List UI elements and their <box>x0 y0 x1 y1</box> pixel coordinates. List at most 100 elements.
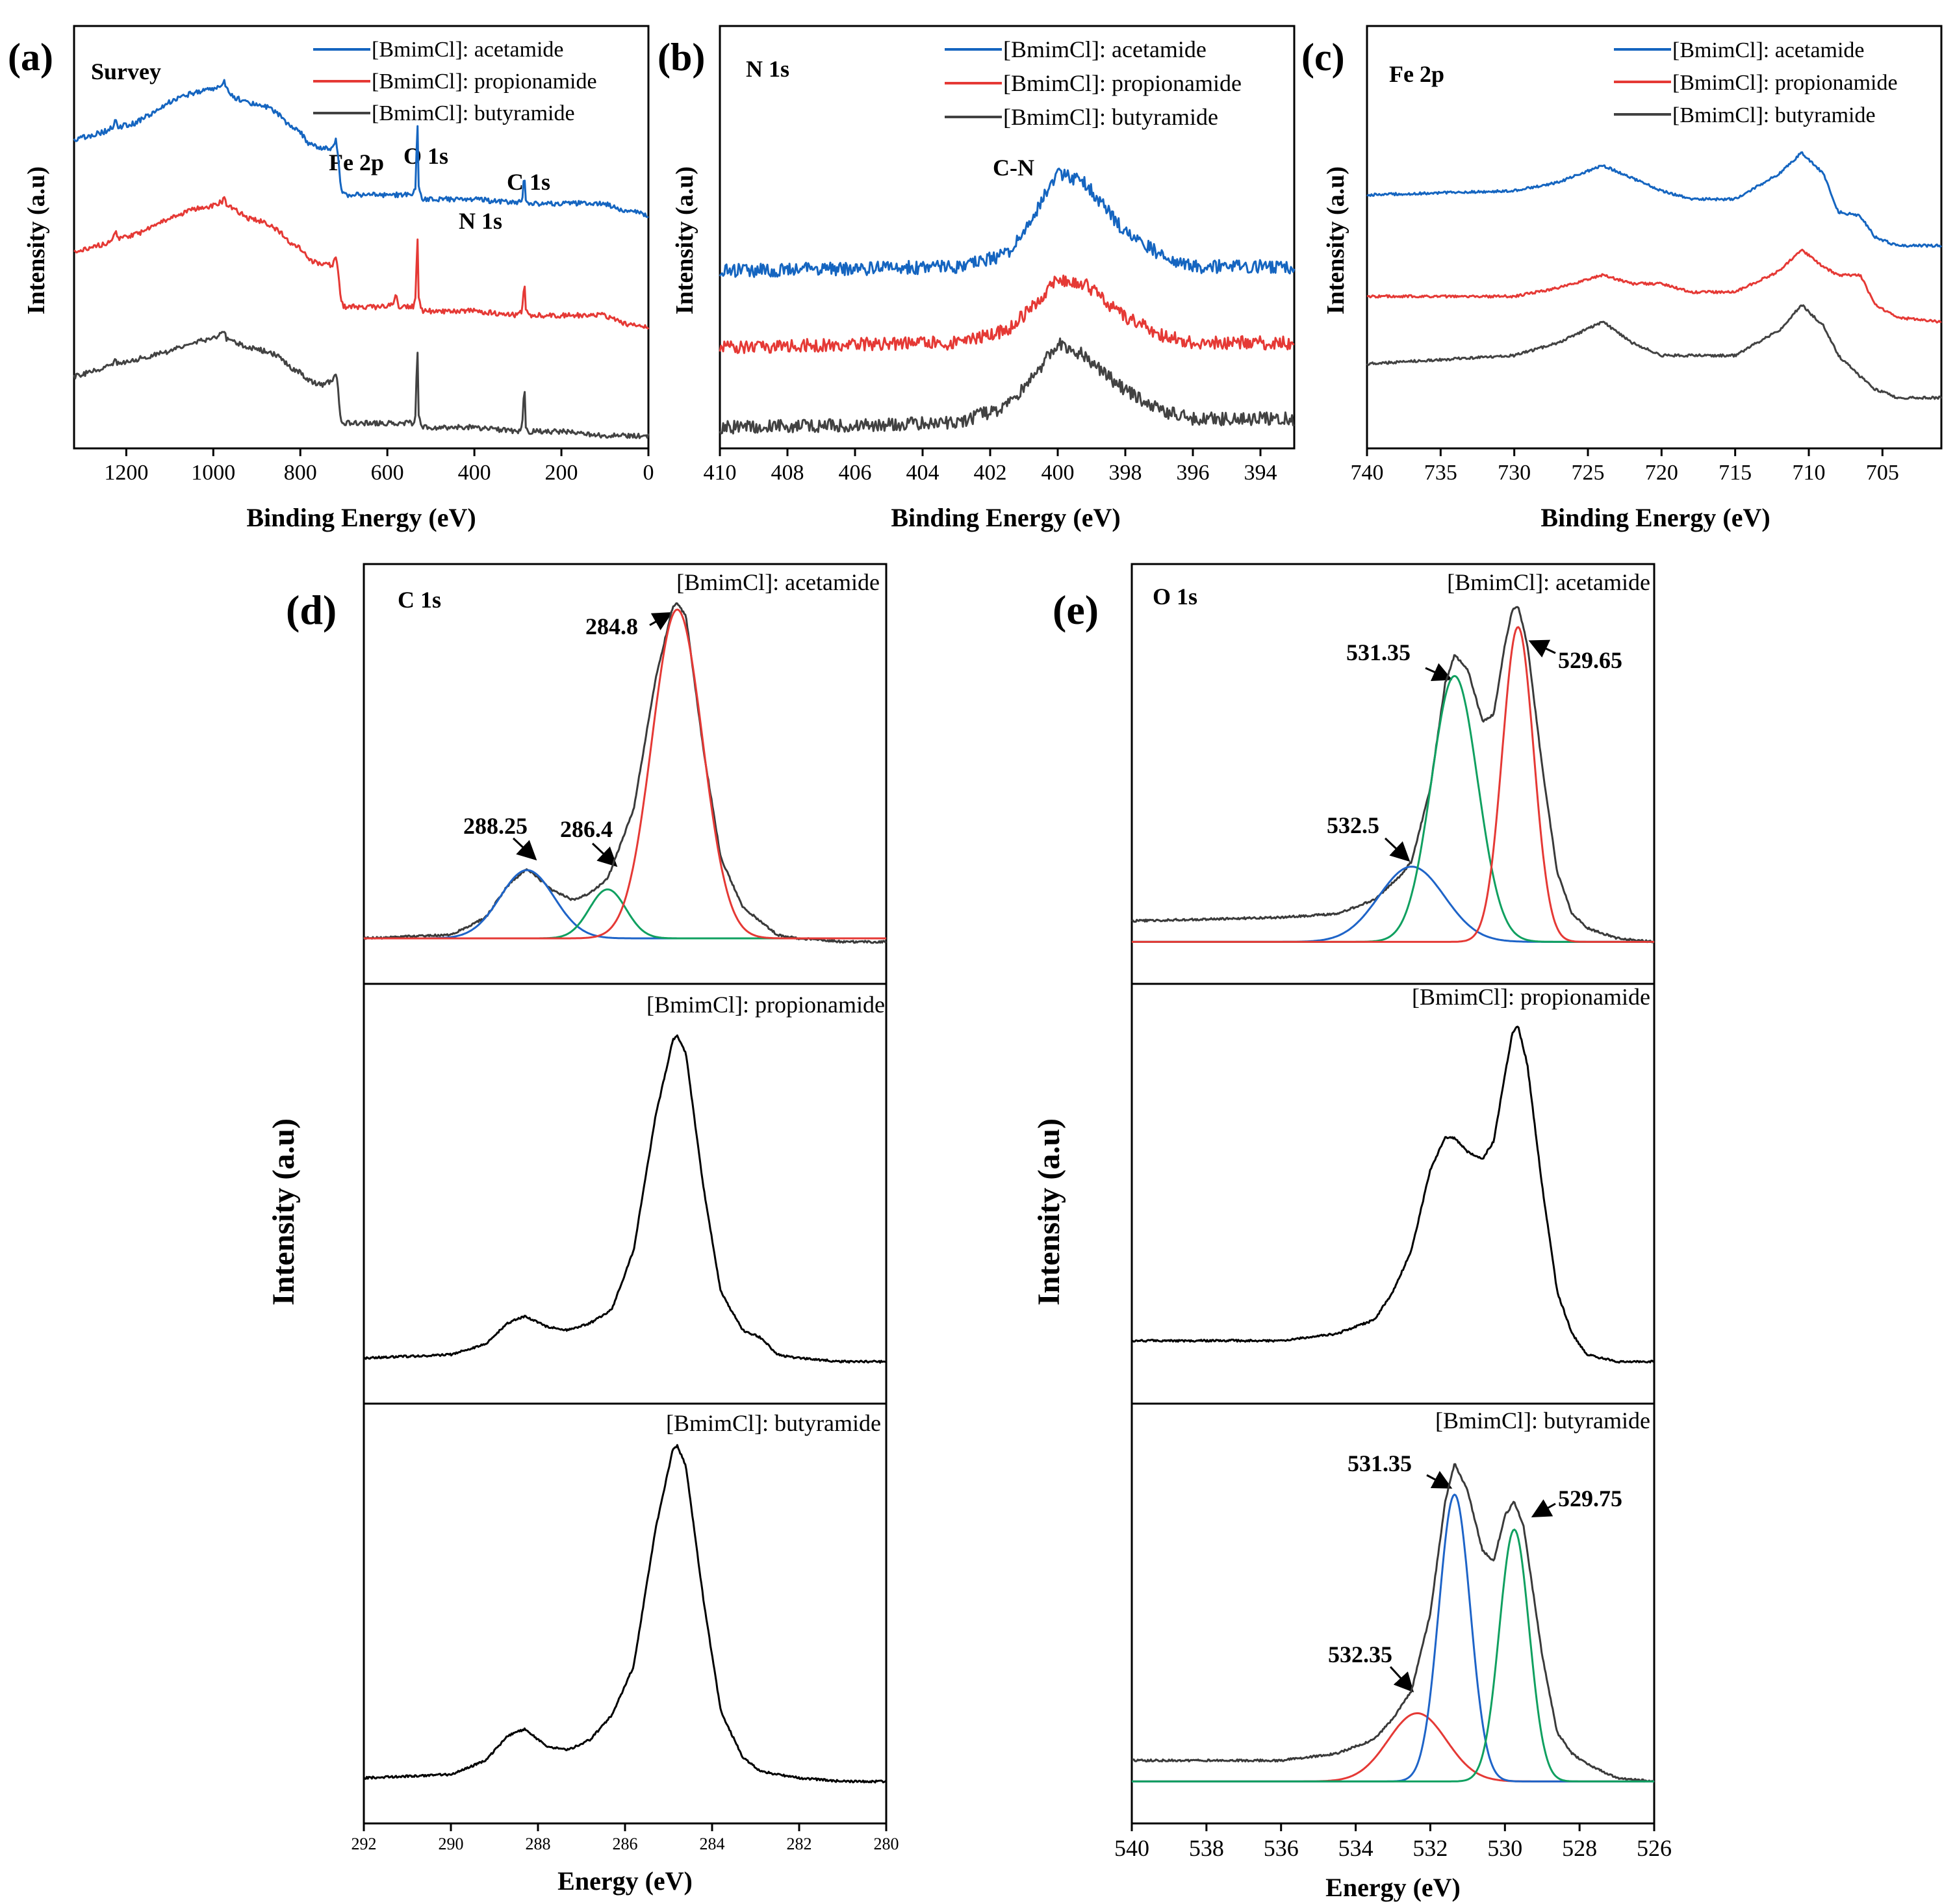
panel-e-x-tick-label-1: 538 <box>1189 1835 1224 1861</box>
panel-d-subplot-label-propionamide: [BmimCl]: propionamide <box>646 992 885 1018</box>
panel-d-x-axis-label: Energy (eV) <box>557 1866 693 1896</box>
panel-a-o1s-annotation: O 1s <box>403 143 448 169</box>
panel-a-series-acetamide <box>73 79 649 219</box>
arrow-e-531-35-bottom <box>1426 1471 1453 1489</box>
panel-c-x-tick-label-7: 705 <box>1866 461 1899 485</box>
panel-d-y-axis-label: Intensity (a.u) <box>266 1118 301 1306</box>
panel-e-x-tick-label-5: 530 <box>1487 1835 1522 1861</box>
panel-e-subplot-label-propionamide: [BmimCl]: propionamide <box>1412 984 1650 1010</box>
panel-c-x-tick-label-1: 735 <box>1424 461 1457 485</box>
panel-e-subplot-2-frame <box>1131 1402 1655 1825</box>
panel-b-y-axis-label: Intensity (a.u) <box>671 166 698 315</box>
panel-label-e: (e) <box>1053 587 1099 633</box>
panel-b-x-tick-label-5: 400 <box>1041 461 1075 485</box>
panel-a-y-axis-label: Intensity (a.u) <box>23 166 50 315</box>
arrow-d-286-4 <box>591 842 618 868</box>
panel-b-x-tick-label-7: 396 <box>1177 461 1210 485</box>
panel-b-x-tick-label-2: 406 <box>839 461 872 485</box>
panel-e-x-tick-label-7: 526 <box>1637 1835 1672 1861</box>
panel-e-x-tick-label-4: 532 <box>1412 1835 1448 1861</box>
panel-b-title: N 1s <box>746 56 789 82</box>
panel-d-x-tick-label-5: 282 <box>787 1834 812 1853</box>
panel-d-x-tick-label-0: 292 <box>351 1834 377 1853</box>
panel-e-subplot-label-butyramide: [BmimCl]: butyramide <box>1435 1408 1650 1434</box>
panel-b-series-propionamide <box>719 274 1295 354</box>
panel-c-y-axis-label: Intensity (a.u) <box>1322 166 1349 315</box>
panel-e-subplot-2-raw <box>1132 1463 1655 1783</box>
panel-d-subplot-label-acetamide: [BmimCl]: acetamide <box>676 569 880 595</box>
panel-e-peak-label-529-75: 529.75 <box>1558 1486 1622 1512</box>
arrow-e-531-35-top <box>1425 663 1453 681</box>
panel-e-subplot-0-raw <box>1131 606 1655 944</box>
panel-d-peak-label-288-25: 288.25 <box>463 813 528 839</box>
panel-d-subplot-1-raw <box>363 1034 887 1364</box>
legend-a-label-butyramide: [BmimCl]: butyramide <box>372 101 575 125</box>
panel-a-x-tick-label-1: 1000 <box>191 461 235 485</box>
panel-c-x-tick-label-3: 725 <box>1572 461 1605 485</box>
panel-a-x-tick-label-6: 0 <box>643 461 654 485</box>
panel-d-subplot-0-fit-284.8 <box>364 608 886 940</box>
legend-a-label-acetamide: [BmimCl]: acetamide <box>372 38 564 62</box>
panel-a-series-butyramide <box>73 331 650 439</box>
panel-b-series-butyramide <box>719 337 1295 435</box>
panel-e-y-axis-label: Intensity (a.u) <box>1032 1118 1066 1306</box>
panel-b-x-tick-label-8: 394 <box>1244 461 1277 485</box>
legend-c-label-butyramide: [BmimCl]: butyramide <box>1672 103 1876 127</box>
arrow-e-532-35 <box>1389 1666 1414 1693</box>
panel-c-x-tick-label-2: 730 <box>1498 461 1531 485</box>
panel-label-d: (d) <box>286 587 337 633</box>
panel-e-subplot-2-fit-529.75 <box>1132 1528 1654 1782</box>
arrow-e-529-75 <box>1531 1499 1556 1517</box>
panel-c-x-tick-label-0: 740 <box>1351 461 1384 485</box>
panel-e-subplot-0-fit-529.65 <box>1132 626 1654 943</box>
peak-label-arrows <box>512 612 1556 1693</box>
panel-e-peak-label-531-35-bottom: 531.35 <box>1348 1450 1412 1476</box>
panel-c-x-axis-label: Binding Energy (eV) <box>1540 503 1770 532</box>
panel-e-subplot-1-raw <box>1131 1025 1654 1364</box>
legend-a-label-propionamide: [BmimCl]: propionamide <box>372 70 597 94</box>
legend-c-label-propionamide: [BmimCl]: propionamide <box>1672 71 1898 95</box>
panel-d-x-tick-label-6: 280 <box>874 1834 899 1853</box>
panel-c-series-acetamide <box>1366 151 1943 248</box>
legend-b-label-butyramide: [BmimCl]: butyramide <box>1003 104 1218 130</box>
panel-c-x-tick-label-5: 715 <box>1719 461 1752 485</box>
panel-b-x-tick-label-0: 410 <box>704 461 737 485</box>
panel-d-x-tick-label-2: 288 <box>526 1834 551 1853</box>
panel-a-x-axis-label: Binding Energy (eV) <box>246 503 476 532</box>
plot-areas: 1200 1000 800 600 400 200 0 410 408 406 404 402 400 3… <box>73 25 1943 1861</box>
panel-c-series-propionamide <box>1366 248 1942 324</box>
panel-e-subplot-label-acetamide: [BmimCl]: acetamide <box>1447 569 1650 595</box>
panel-a-series-propionamide <box>73 196 650 330</box>
panel-b-cn-annotation: C-N <box>993 155 1034 181</box>
legend-b-label-acetamide: [BmimCl]: acetamide <box>1003 36 1207 62</box>
panel-b-x-tick-label-1: 408 <box>771 461 804 485</box>
panel-b-plot-frame <box>719 25 1296 450</box>
panel-a-title: Survey <box>91 58 161 84</box>
arrow-d-284-8 <box>649 612 673 630</box>
arrow-e-532-5 <box>1384 837 1411 862</box>
arrow-e-529-65 <box>1528 639 1556 658</box>
panel-a-legend: [BmimCl]: acetamide [BmimCl]: propionami… <box>313 38 597 125</box>
panel-b-legend: [BmimCl]: acetamide [BmimCl]: propionami… <box>945 36 1242 130</box>
panel-c-title: Fe 2p <box>1389 61 1444 87</box>
panel-label-c: (c) <box>1301 36 1345 79</box>
panel-e-title: O 1s <box>1153 584 1197 610</box>
panel-a-x-tick-label-3: 600 <box>371 461 404 485</box>
panel-e-peak-label-532-35: 532.35 <box>1328 1641 1392 1667</box>
arrow-d-288-25 <box>512 837 537 861</box>
panel-d-x-tick-label-4: 284 <box>700 1834 725 1853</box>
panel-a-x-tick-label-5: 200 <box>545 461 578 485</box>
panel-a-x-tick-label-2: 800 <box>284 461 317 485</box>
panel-e-x-tick-label-6: 528 <box>1562 1835 1597 1861</box>
panel-a-c1s-annotation: C 1s <box>507 169 550 195</box>
panel-d-x-tick-label-3: 286 <box>613 1834 638 1853</box>
panel-b-x-axis-label: Binding Energy (eV) <box>891 503 1120 532</box>
panel-e-x-axis-label: Energy (eV) <box>1325 1873 1461 1902</box>
panel-d-title: C 1s <box>398 587 441 613</box>
panel-d-subplot-2-raw <box>363 1444 888 1784</box>
panel-label-a: (a) <box>8 36 53 79</box>
panel-a-x-tick-label-0: 1200 <box>104 461 148 485</box>
panel-b-x-tick-label-3: 404 <box>906 461 939 485</box>
